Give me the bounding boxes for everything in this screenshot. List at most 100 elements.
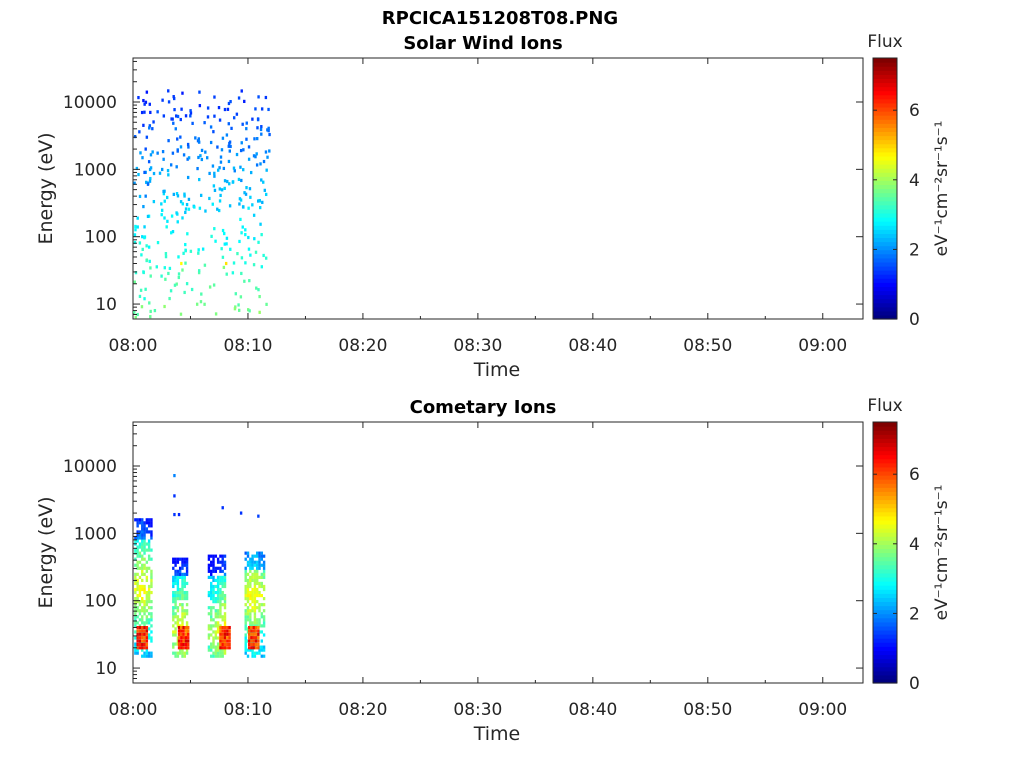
data-cell [253,624,257,628]
data-cell [237,177,241,182]
colorbar-step [873,523,897,529]
data-cell [172,557,175,561]
colorbar-step [873,253,897,259]
x-tick-label: 08:00 [109,336,158,356]
data-cell [218,199,222,203]
data-cell [141,636,144,640]
data-cell [184,210,187,215]
data-cell [226,629,229,633]
data-cell [223,593,227,598]
data-cell [141,587,144,592]
data-cell [141,156,144,160]
data-cell [207,575,211,579]
colorbar-step [873,200,897,206]
data-cell [178,566,182,570]
data-cell [214,312,218,316]
panel-1: Cometary Ions 08:00 08:10 08:20 08:30 08:40 08… [35,396,952,745]
data-cell [244,621,247,625]
data-cell [136,572,139,576]
data-cell [150,618,153,622]
colorbar-step [873,237,897,243]
data-cell [136,584,139,589]
data-cell [212,575,215,579]
data-cell [256,587,259,592]
data-cell [134,615,137,619]
colorbar-step [873,310,897,316]
data-cell [260,233,263,237]
data-cell [223,612,227,616]
data-cell [147,587,151,592]
data-cell [175,191,179,196]
x-tick-label: 08:40 [568,336,617,356]
data-cell [206,156,209,160]
data-cell [223,597,227,601]
data-cell [223,575,227,579]
data-cell [258,606,261,610]
data-cell [170,231,173,235]
data-cell [244,609,247,613]
data-cell [183,572,186,576]
data-cell [216,612,220,616]
data-cell [246,308,250,312]
colorbar-step [873,466,897,472]
data-cell [255,286,258,290]
data-cell [206,106,210,110]
data-cell [216,645,220,649]
data-cell [212,587,215,592]
data-cell [260,645,264,649]
data-cell [251,597,254,601]
x-tick-label: 08:40 [568,700,617,720]
colorbar-step [873,78,897,84]
colorbar-step [873,306,897,312]
data-cell [172,192,176,196]
data-cell [221,590,224,595]
data-cell [251,654,254,658]
data-cell [187,156,191,160]
data-cell [260,557,264,561]
data-cell [214,636,218,640]
data-cell [219,606,222,610]
data-cell [150,651,153,655]
data-cell [186,142,190,147]
data-cell [207,554,211,558]
colorbar-step [873,168,897,173]
colorbar-step [873,646,897,651]
data-cell [134,548,137,552]
data-cell [243,99,246,104]
data-cell [203,121,206,125]
data-cell [136,629,139,633]
data-cell [148,126,151,130]
data-cell [175,114,178,118]
data-cell [244,645,247,649]
data-cell [176,114,180,119]
data-cell [213,227,216,231]
data-cell [219,160,223,164]
data-cell [178,593,182,598]
data-cell [260,132,263,136]
data-cell [138,624,142,628]
data-cell [134,642,137,646]
data-cell [249,563,252,567]
data-cell [212,578,215,583]
data-cell [207,593,211,598]
data-cell [247,206,250,210]
data-cell [242,148,245,152]
data-cell [138,545,142,549]
data-cell [258,551,261,555]
colorbar-step [873,540,897,545]
data-cell [164,251,168,256]
colorbar-step [873,462,897,468]
data-cell [181,609,184,613]
data-cell [140,110,144,115]
data-cell [222,166,226,171]
data-cell [218,118,222,122]
plot-area [132,57,864,320]
data-cell [138,646,142,650]
data-cell [134,603,137,607]
data-cell [156,241,160,245]
data-cell [223,651,227,655]
data-cell [219,597,222,601]
data-cell [246,612,250,616]
data-cell [174,606,177,610]
data-cell [167,100,171,104]
